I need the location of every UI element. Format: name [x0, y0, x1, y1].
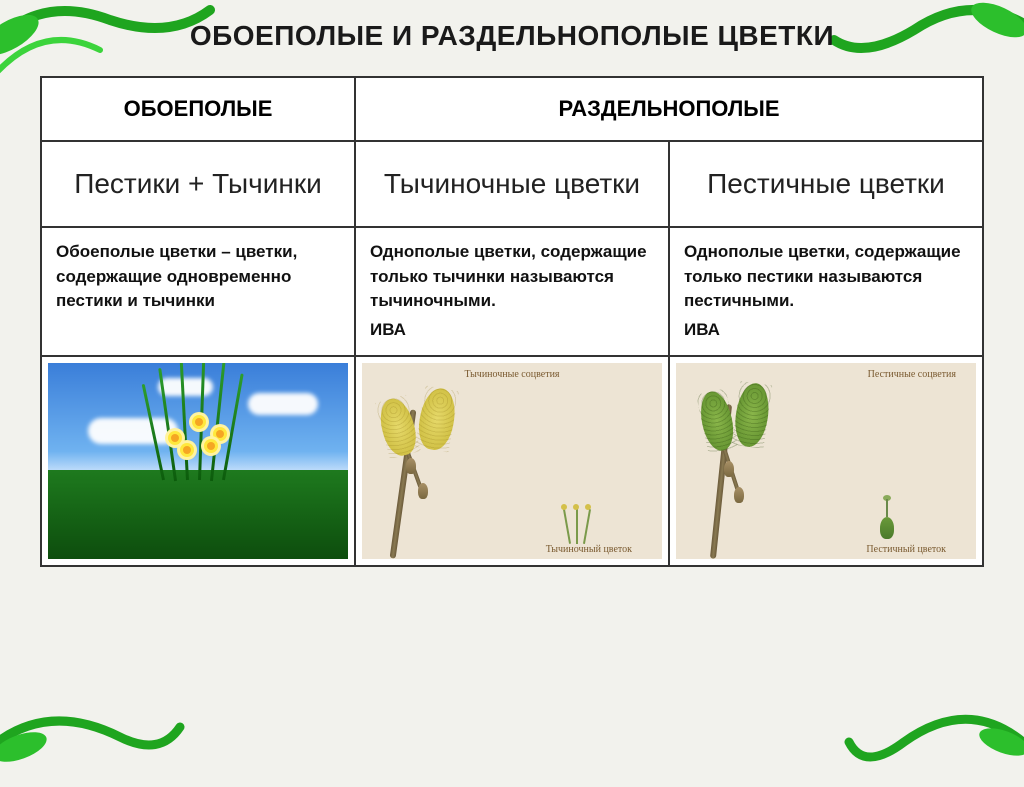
header-unisexual: РАЗДЕЛЬНОПОЛЫЕ	[355, 77, 983, 141]
subheader-row: Пестики + Тычинки Тычиночные цветки Пест…	[41, 141, 983, 227]
narcissus-illustration	[48, 363, 348, 559]
def-staminate-example: ИВА	[370, 318, 654, 343]
def-pistillate: Однополые цветки, содержащие только пест…	[669, 227, 983, 356]
image-row: Тычиночные соцветия Тычиночный цветок	[41, 356, 983, 566]
decoration-bottom-left	[0, 637, 190, 787]
willow-male-illustration: Тычиночные соцветия Тычиночный цветок	[362, 363, 662, 559]
slide-title: ОБОЕПОЛЫЕ И РАЗДЕЛЬНОПОЛЫЕ ЦВЕТКИ	[40, 20, 984, 52]
header-bisexual: ОБОЕПОЛЫЕ	[41, 77, 355, 141]
label-male-catkin: Тычиночные соцветия	[464, 369, 559, 380]
header-row: ОБОЕПОЛЫЕ РАЗДЕЛЬНОПОЛЫЕ	[41, 77, 983, 141]
def-staminate-text: Однополые цветки, содержащие только тычи…	[370, 242, 647, 310]
def-pistillate-text: Однополые цветки, содержащие только пест…	[684, 242, 961, 310]
sub-pistillate: Пестичные цветки	[669, 141, 983, 227]
image-staminate: Тычиночные соцветия Тычиночный цветок	[355, 356, 669, 566]
willow-female-illustration: Пестичные соцветия Пестичный цветок	[676, 363, 976, 559]
sub-pistils-stamens: Пестики + Тычинки	[41, 141, 355, 227]
label-female-flower: Пестичный цветок	[866, 544, 946, 555]
slide: ОБОЕПОЛЫЕ И РАЗДЕЛЬНОПОЛЫЕ ЦВЕТКИ ОБОЕПО…	[0, 0, 1024, 587]
def-bisexual: Обоеполые цветки – цветки, содержащие од…	[41, 227, 355, 356]
def-pistillate-example: ИВА	[684, 318, 968, 343]
label-male-flower: Тычиночный цветок	[546, 544, 632, 555]
image-pistillate: Пестичные соцветия Пестичный цветок	[669, 356, 983, 566]
decoration-bottom-right	[844, 642, 1024, 782]
definition-row: Обоеполые цветки – цветки, содержащие од…	[41, 227, 983, 356]
image-bisexual	[41, 356, 355, 566]
comparison-table: ОБОЕПОЛЫЕ РАЗДЕЛЬНОПОЛЫЕ Пестики + Тычин…	[40, 76, 984, 567]
sub-staminate: Тычиночные цветки	[355, 141, 669, 227]
def-staminate: Однополые цветки, содержащие только тычи…	[355, 227, 669, 356]
label-female-catkin: Пестичные соцветия	[868, 369, 956, 380]
